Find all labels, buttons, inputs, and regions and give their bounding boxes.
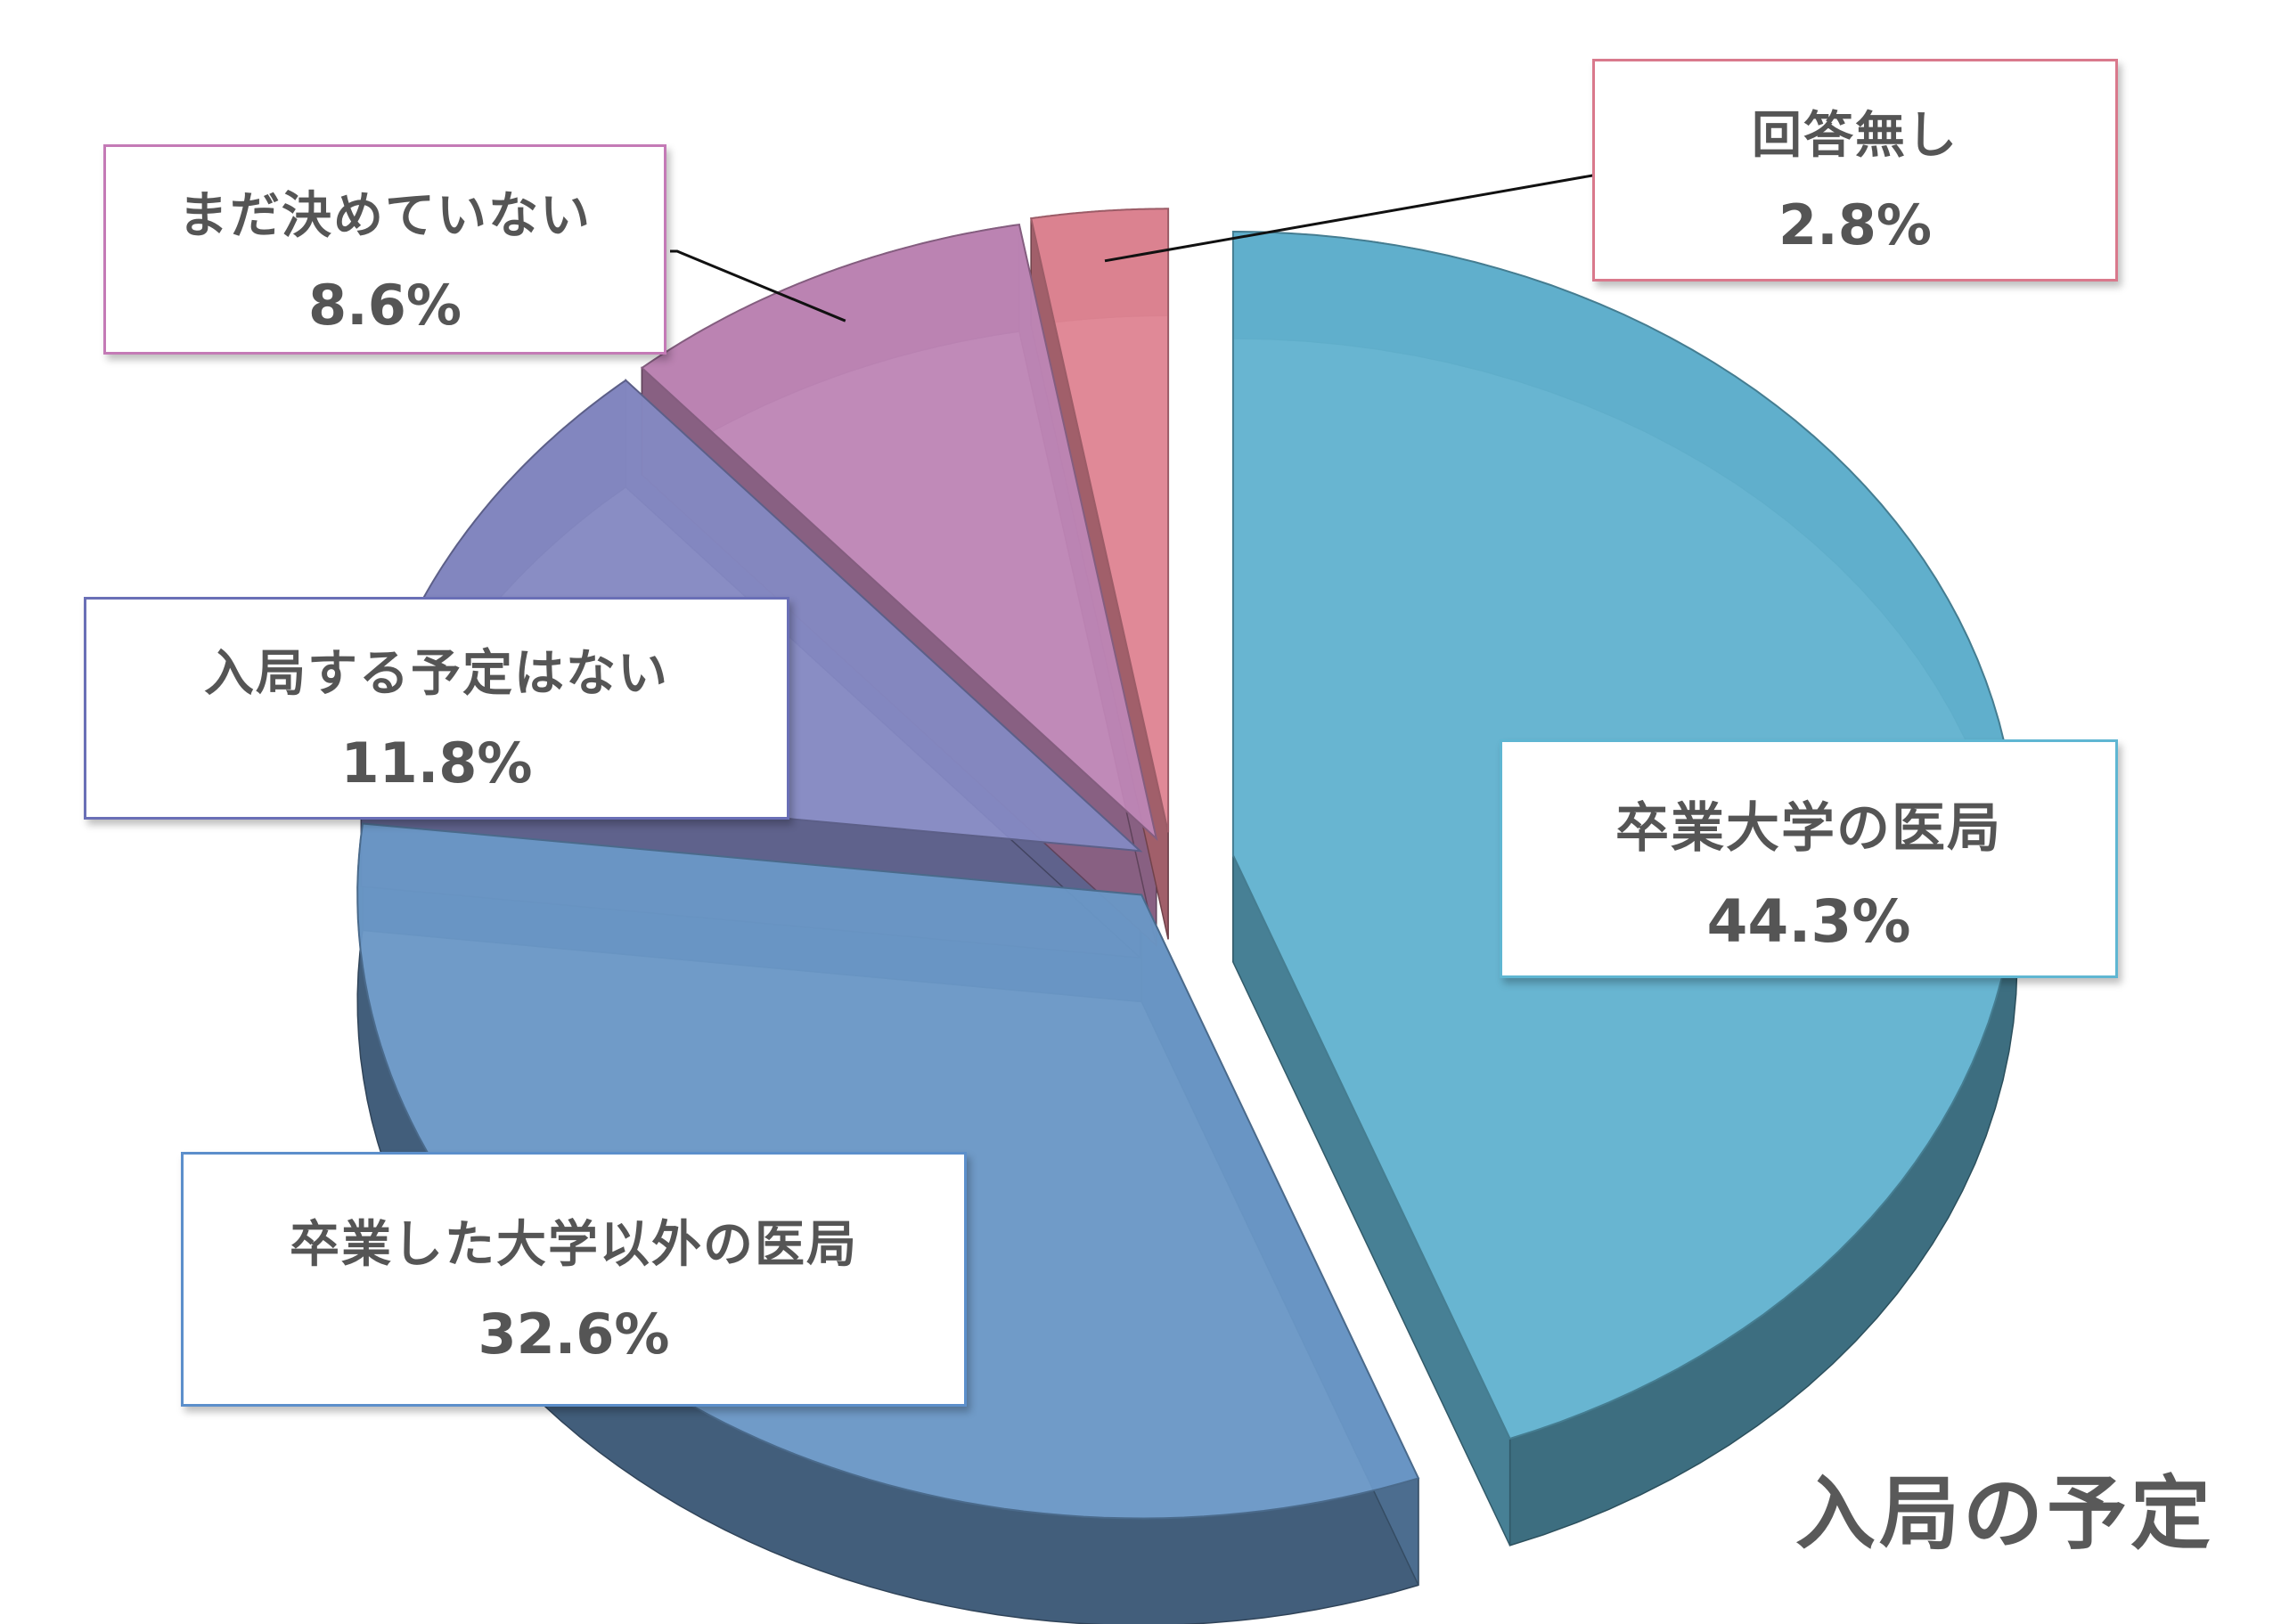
leader-line-3 [670, 249, 846, 322]
slice-label: 回答無し [1752, 107, 1958, 165]
slice-3 [640, 223, 1158, 842]
slice-label: 卒業大学の医局 [1615, 797, 2002, 860]
chart-title: 入局の予定 [1795, 1467, 2214, 1561]
label-box-slice-1: 卒業した大学以外の医局 32.6% [181, 1152, 967, 1407]
label-box-slice-0: 卒業大学の医局 44.3% [1500, 739, 2118, 978]
label-box-slice-4: 回答無し 2.8% [1592, 59, 2118, 282]
slice-value-label: 44.3% [1706, 887, 1911, 956]
label-box-slice-2: 入局する予定はない 11.8% [84, 597, 789, 820]
slice-4 [1029, 208, 1170, 833]
slice-value-label: 8.6% [308, 273, 462, 338]
slice-label: 卒業した大学以外の医局 [290, 1216, 858, 1274]
slice-value-label: 32.6% [478, 1302, 670, 1367]
slice-value-label: 2.8% [1778, 192, 1932, 257]
slice-value-label: 11.8% [340, 730, 533, 796]
label-box-slice-3: まだ決めていない 8.6% [103, 144, 666, 355]
slice-label: まだ決めていない [178, 187, 592, 245]
slice-label: 入局する予定はない [204, 645, 669, 703]
